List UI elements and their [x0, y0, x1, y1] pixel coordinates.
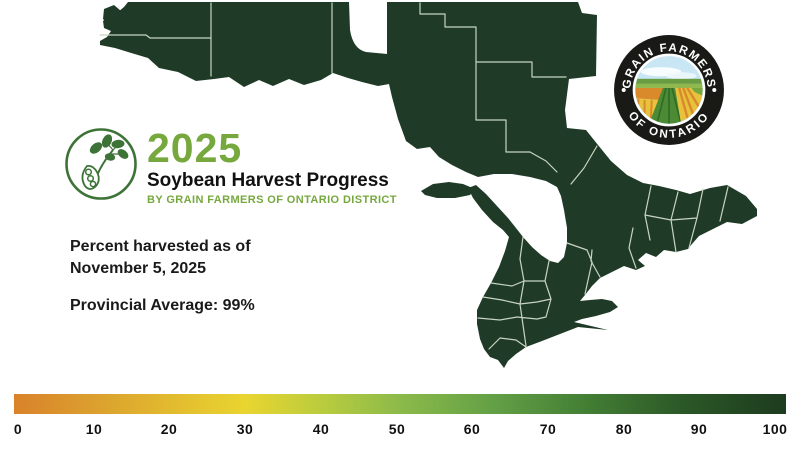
soybean-icon [65, 128, 137, 200]
district-boundaries [99, 2, 729, 350]
legend-tick-0: 0 [13, 421, 23, 437]
legend-tick-60: 60 [463, 421, 481, 437]
grain-farmers-of-ontario-logo: GRAIN FARMERS OF ONTARIO [614, 35, 724, 145]
page-title: Soybean Harvest Progress [147, 170, 389, 191]
title-block: 2025 Soybean Harvest Progress BY GRAIN F… [63, 126, 397, 206]
legend-tick-40: 40 [312, 421, 330, 437]
logo-dot-right [712, 87, 717, 93]
manitoulin-island [421, 182, 475, 198]
as-of-line2: November 5, 2025 [70, 260, 207, 278]
logo-dot-left [621, 87, 626, 93]
legend-tick-100: 100 [762, 421, 788, 437]
harvest-legend: 0 10 20 30 40 50 60 70 80 90 100 [0, 388, 800, 450]
year-label: 2025 [147, 125, 243, 171]
harvest-legend-gradient-bar [14, 394, 786, 414]
legend-tick-50: 50 [388, 421, 406, 437]
as-of-text: Percent harvested as of November 5, 2025 [70, 236, 251, 281]
legend-tick-70: 70 [539, 421, 557, 437]
provincial-average: Provincial Average: 99% [70, 297, 255, 314]
legend-tick-90: 90 [690, 421, 708, 437]
legend-tick-20: 20 [160, 421, 178, 437]
lake-of-the-woods-islands [103, 5, 133, 32]
ontario-landmass [100, 2, 757, 368]
page-subtitle: BY GRAIN FARMERS OF ONTARIO DISTRICT [147, 193, 397, 206]
as-of-line1: Percent harvested as of [70, 238, 251, 255]
legend-tick-30: 30 [236, 421, 254, 437]
legend-tick-80: 80 [615, 421, 633, 437]
legend-tick-10: 10 [85, 421, 103, 437]
